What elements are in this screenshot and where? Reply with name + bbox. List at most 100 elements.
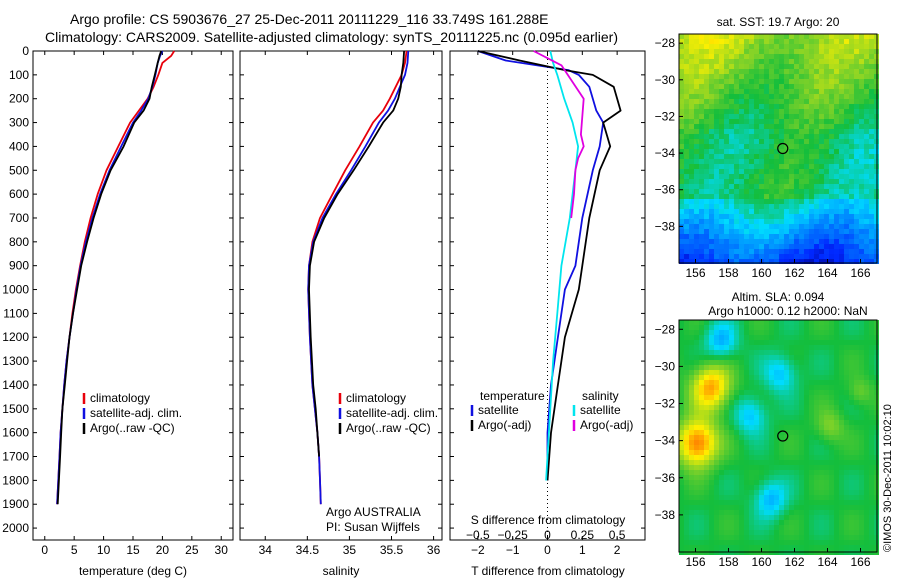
sla-map-cell <box>809 370 814 375</box>
sla-map-cell <box>844 450 849 455</box>
sst-map-cell <box>724 124 729 129</box>
sst-map-cell <box>844 139 849 144</box>
sla-map-cell <box>774 475 779 480</box>
sst-map-cell <box>779 169 784 174</box>
sla-map-cell <box>844 375 849 380</box>
sst-map-cell <box>804 204 809 209</box>
sst-map-cell <box>744 239 749 244</box>
sla-map-cell <box>869 340 874 345</box>
sla-map-cell <box>734 345 739 350</box>
sla-map-cell <box>784 385 789 390</box>
sla-map-cell <box>799 420 804 425</box>
sst-map-cell <box>744 224 749 229</box>
sst-map-cell <box>774 249 779 254</box>
sst-map-cell <box>784 184 789 189</box>
sst-map-cell <box>814 184 819 189</box>
sst-map-cell <box>804 69 809 74</box>
sst-map-cell <box>774 99 779 104</box>
sla-map-cell <box>754 425 759 430</box>
sla-map-cell <box>869 465 874 470</box>
sla-map-cell <box>839 385 844 390</box>
sst-map-cell <box>819 219 824 224</box>
sst-map-cell <box>869 159 874 164</box>
sla-map-cell <box>759 355 764 360</box>
sla-map-cell <box>824 505 829 510</box>
sst-map-cell <box>699 254 704 259</box>
sla-map-cell <box>714 365 719 370</box>
sla-map-cell <box>824 390 829 395</box>
sla-map-cell <box>684 355 689 360</box>
sst-map-cell <box>709 109 714 114</box>
sla-map-cell <box>799 345 804 350</box>
sla-map-cell <box>869 520 874 525</box>
sla-map-cell <box>714 360 719 365</box>
sla-map-cell <box>764 445 769 450</box>
sst-map-cell <box>694 174 699 179</box>
sla-map-cell <box>769 355 774 360</box>
sst-map-cell <box>779 144 784 149</box>
sst-map-cell <box>869 54 874 59</box>
sst-map-cell <box>844 114 849 119</box>
sla-map-cell <box>699 430 704 435</box>
sla-map-cell <box>824 485 829 490</box>
salinity-difference-tick-label: 0.5 <box>609 528 626 542</box>
sla-map-cell <box>814 525 819 530</box>
sla-map-cell <box>694 325 699 330</box>
sla-map-cell <box>704 455 709 460</box>
sla-map-cell <box>869 470 874 475</box>
sst-map-cell <box>709 94 714 99</box>
sst-map-cell <box>814 244 819 249</box>
sst-map-cell <box>689 164 694 169</box>
sla-map-cell <box>834 435 839 440</box>
sla-map-cell <box>829 440 834 445</box>
sla-map-cell <box>834 515 839 520</box>
sst-map-cell <box>714 144 719 149</box>
sst-map-cell <box>729 69 734 74</box>
sst-map-cell <box>799 104 804 109</box>
sst-map-cell <box>709 199 714 204</box>
sla-map-cell <box>779 375 784 380</box>
difference-panel: −2 −1 0 1 2S difference from climatology−0.5… <box>449 50 646 578</box>
sst-map-cell <box>759 164 764 169</box>
sla-map-cell <box>829 335 834 340</box>
sst-map-cell <box>774 214 779 219</box>
sla-map-cell <box>729 335 734 340</box>
temperature-legend-label: climatology <box>90 391 150 405</box>
sst-map-lat-tick-label: −32 <box>655 109 676 123</box>
sst-map-cell <box>769 179 774 184</box>
sst-map-cell <box>759 204 764 209</box>
sla-map-cell <box>744 420 749 425</box>
sst-map-cell <box>729 219 734 224</box>
sst-map-cell <box>754 214 759 219</box>
sla-map-cell <box>789 440 794 445</box>
sla-map-cell <box>739 530 744 535</box>
sst-map-cell <box>719 154 724 159</box>
sla-map-cell <box>744 430 749 435</box>
sla-map-cell <box>689 465 694 470</box>
sst-map-cell <box>694 139 699 144</box>
sst-map-cell <box>764 44 769 49</box>
sla-map-cell <box>714 400 719 405</box>
sla-map-cell <box>854 510 859 515</box>
sla-map-cell <box>714 410 719 415</box>
sla-map-cell <box>739 340 744 345</box>
sst-map-cell <box>744 84 749 89</box>
sst-map-cell <box>754 164 759 169</box>
sla-map-cell <box>839 485 844 490</box>
sst-map-cell <box>864 169 869 174</box>
sst-map-cell <box>734 254 739 259</box>
sla-map-cell <box>684 515 689 520</box>
sla-map-cell <box>819 390 824 395</box>
sla-map-cell <box>819 410 824 415</box>
sla-map-cell <box>694 425 699 430</box>
sla-map-cell <box>869 435 874 440</box>
sla-map-cell <box>689 495 694 500</box>
sst-map-cell <box>749 84 754 89</box>
sla-map-cell <box>749 380 754 385</box>
sla-map-cell <box>804 480 809 485</box>
sla-map-cell <box>864 460 869 465</box>
sst-map-cell <box>769 129 774 134</box>
sst-map-title: sat. SST: 19.7 Argo: 20 <box>717 15 840 29</box>
sla-map-cell <box>834 545 839 550</box>
sst-map-cell <box>789 149 794 154</box>
